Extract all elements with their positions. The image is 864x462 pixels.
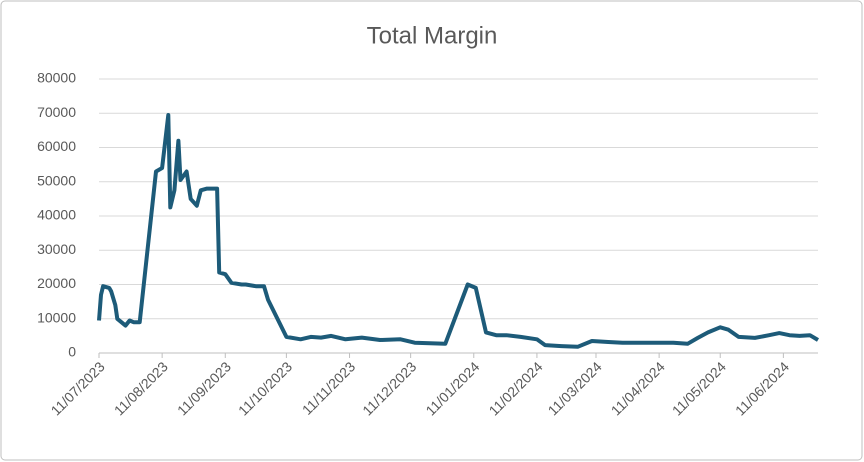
y-tick-label: 50000 <box>37 172 76 188</box>
y-tick-label: 30000 <box>37 241 76 257</box>
y-tick-label: 0 <box>68 344 76 360</box>
y-tick-label: 20000 <box>37 275 76 291</box>
data-line <box>97 113 820 349</box>
y-tick-label: 70000 <box>37 104 76 120</box>
y-tick-label: 40000 <box>37 207 76 223</box>
chart-title: Total Margin <box>367 22 498 49</box>
y-tick-label: 10000 <box>37 309 76 325</box>
y-tick-label: 80000 <box>37 70 76 86</box>
y-tick-label: 60000 <box>37 138 76 154</box>
